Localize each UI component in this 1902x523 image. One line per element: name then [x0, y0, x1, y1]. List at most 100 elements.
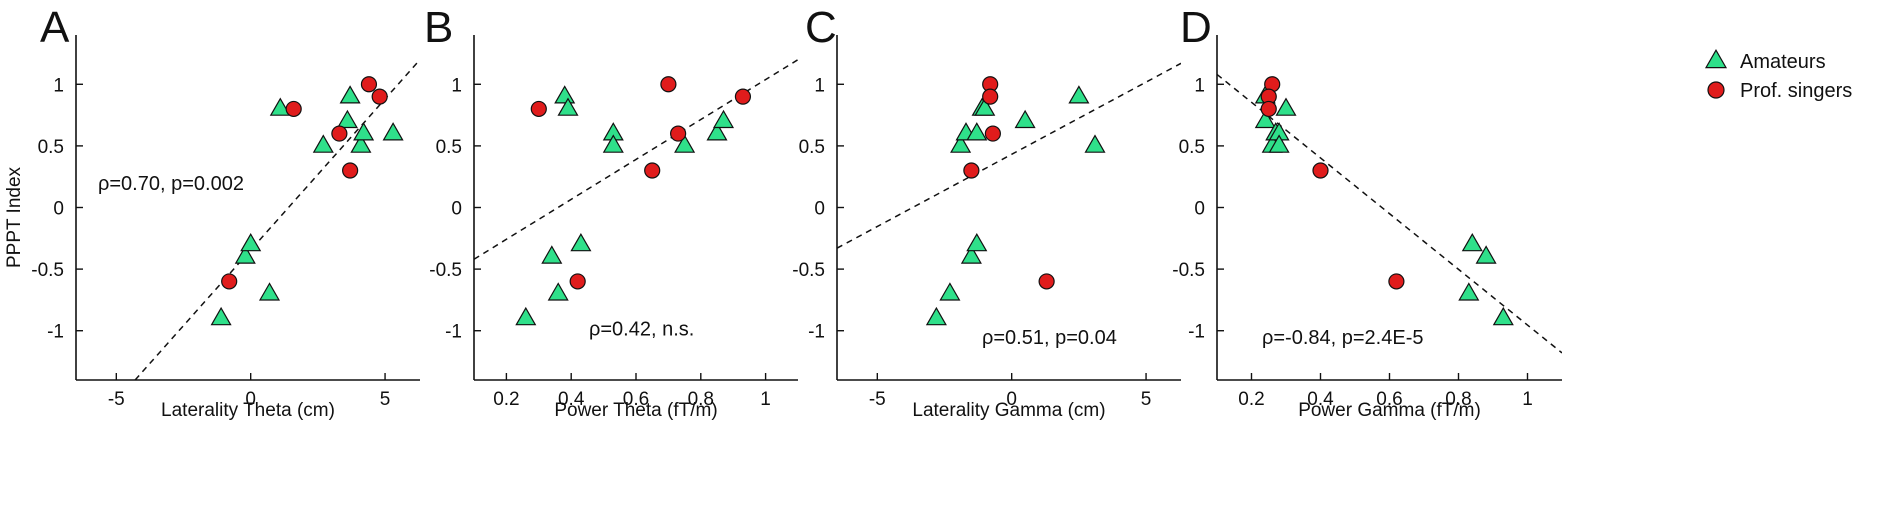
- panel-a-point-amateur: [353, 122, 375, 141]
- panel-c-y-tick-label: 0: [814, 199, 825, 220]
- panel-a-point-amateur: [269, 97, 291, 116]
- panel-b-x-label: Power Theta (fT/m): [554, 400, 717, 421]
- panel-c: C -1 -0.5 0 0.5 1 -5 0 5 Laterality Gamma (cm) ρ=0…: [792, 3, 1181, 421]
- panel-c-point-amateur: [1084, 134, 1106, 153]
- panel-d-x-tick-label: 1: [1522, 389, 1533, 410]
- panel-d-point-prof: [1388, 273, 1405, 290]
- panel-c-point-amateur: [1068, 85, 1090, 104]
- panel-a-point-amateur: [210, 306, 232, 326]
- panel-d-y-tick-label: -1: [1188, 322, 1205, 343]
- panel-b-letter: B: [424, 3, 453, 52]
- panel-d-x-tick-label: 0.6: [1376, 389, 1402, 410]
- panel-c-point-amateur: [925, 306, 947, 326]
- panel-d: D -1 -0.5 0 0.5 1 0.2 0.4 0.6 0.8 1 Power Gamma (fT…: [1172, 3, 1562, 421]
- panel-a-letter: A: [40, 3, 70, 52]
- panel-d-y-tick-label: -0.5: [1172, 260, 1205, 281]
- panels: A -1 -0.5 0 0.5 1 -5 0 5 Laterality Theta (cm) PPP…: [4, 3, 1562, 421]
- panel-c-point-amateur: [966, 232, 988, 252]
- panel-a-x-tick-label: 5: [380, 389, 391, 410]
- legend-amateurs-label: Amateurs: [1740, 51, 1826, 73]
- panel-b-point-prof: [660, 76, 677, 93]
- panel-c-point-prof: [984, 125, 1001, 142]
- panel-c-fit-line: [837, 62, 1181, 249]
- panel-c-point-amateur: [1014, 109, 1036, 129]
- panel-b-y-tick-label: 0.5: [436, 137, 462, 158]
- panel-a-point-prof: [342, 162, 359, 179]
- panel-b-y-tick-label: 1: [451, 75, 462, 96]
- panel-c-x-tick-label: 0: [1006, 389, 1017, 410]
- panel-a-point-amateur: [258, 282, 281, 301]
- panel-d-point-amateur: [1254, 109, 1276, 129]
- panel-b-x-tick-label: 0.8: [688, 389, 714, 410]
- panel-d-y-tick-label: 0.5: [1179, 137, 1205, 158]
- panel-a-x-tick-label: -5: [108, 389, 125, 410]
- panel-d-point-prof: [1312, 162, 1329, 179]
- panel-d-annotation: ρ=-0.84, p=2.4E-5: [1262, 327, 1423, 349]
- panel-c-point-prof: [1038, 273, 1055, 290]
- panel-a-point-amateur: [336, 109, 358, 129]
- panel-d-x-tick-label: 0.4: [1307, 389, 1334, 410]
- panel-c-x-label: Laterality Gamma (cm): [912, 400, 1105, 421]
- panel-c-point-amateur: [939, 282, 961, 301]
- panel-b-point-prof: [530, 100, 547, 118]
- panel-b-point-amateur: [706, 122, 728, 141]
- panel-a-point-amateur: [382, 122, 404, 141]
- panel-d-point-amateur: [1475, 245, 1497, 264]
- panel-b-point-amateur: [515, 306, 537, 326]
- panel-b-point-amateur: [541, 245, 563, 264]
- panel-a-fit-line: [134, 59, 420, 380]
- panel-d-point-amateur: [1275, 97, 1297, 116]
- panel-a-point-amateur: [234, 245, 256, 264]
- panel-a-x-tick-label: 0: [245, 389, 256, 410]
- panel-a-annotation: ρ=0.70, p=0.002: [98, 173, 244, 195]
- panel-a-point-prof: [360, 76, 378, 93]
- panel-d-point-amateur: [1268, 134, 1290, 153]
- panel-c-letter: C: [805, 3, 837, 52]
- panel-b-point-amateur: [557, 97, 579, 116]
- panel-a-point-prof: [371, 88, 388, 105]
- panel-b-point-amateur: [712, 109, 735, 129]
- panel-a-point-prof: [331, 125, 348, 142]
- panel-b: B -1 -0.5 0 0.5 1 0.2 0.4 0.6 0.8 1 Power Theta (fT…: [424, 3, 798, 421]
- panel-c-y-tick-label: 0.5: [799, 137, 825, 158]
- panel-b-point-prof: [644, 162, 661, 179]
- panel-d-point-amateur: [1461, 232, 1483, 252]
- legend: Amateurs Prof. singers: [1704, 48, 1852, 102]
- panel-c-annotation: ρ=0.51, p=0.04: [982, 327, 1117, 349]
- panel-a-y-tick-label: 1: [53, 75, 64, 96]
- panel-c-y-tick-label: 1: [814, 75, 825, 96]
- panel-d-point-prof: [1260, 100, 1277, 118]
- panel-a-y-label: PPPT Index: [4, 166, 25, 268]
- panel-c-point-prof: [963, 162, 980, 179]
- panel-b-x-tick-label: 0.4: [558, 389, 585, 410]
- panel-b-fit-line: [474, 59, 798, 260]
- panel-b-point-prof: [670, 125, 687, 142]
- panel-b-point-prof: [734, 88, 752, 105]
- panel-a-y-tick-label: -1: [47, 322, 64, 343]
- panel-c-point-prof: [982, 88, 999, 105]
- panel-d-x-tick-label: 0.2: [1238, 389, 1264, 410]
- panel-b-point-amateur: [570, 232, 592, 252]
- panel-a-point-prof: [221, 273, 238, 290]
- panel-c-point-amateur: [950, 134, 972, 153]
- panel-d-x-label: Power Gamma (fT/m): [1298, 400, 1481, 421]
- panel-c-point-amateur: [974, 97, 996, 116]
- panel-d-y-tick-label: 0: [1194, 199, 1205, 220]
- panel-a-point-amateur: [312, 134, 334, 153]
- panel-c-x-tick-label: 5: [1141, 389, 1152, 410]
- panel-c-point-amateur: [966, 122, 988, 141]
- panel-a-point-prof: [285, 100, 302, 118]
- panel-a-x-label: Laterality Theta (cm): [161, 400, 335, 421]
- panel-c-y-tick-label: -1: [808, 322, 825, 343]
- panel-b-y-tick-label: -1: [445, 322, 462, 343]
- panel-a-y-tick-label: 0: [53, 199, 64, 220]
- legend-prof-singers-label: Prof. singers: [1740, 80, 1852, 102]
- panel-b-y-tick-label: 0: [451, 199, 462, 220]
- panel-a-y-tick-label: 0.5: [38, 137, 64, 158]
- panel-c-x-tick-label: -5: [869, 389, 886, 410]
- panel-a: A -1 -0.5 0 0.5 1 -5 0 5 Laterality Theta (cm) PPP…: [4, 3, 420, 421]
- panel-b-point-amateur: [547, 282, 569, 301]
- panel-b-point-amateur: [602, 134, 624, 153]
- panel-b-point-amateur: [554, 85, 576, 104]
